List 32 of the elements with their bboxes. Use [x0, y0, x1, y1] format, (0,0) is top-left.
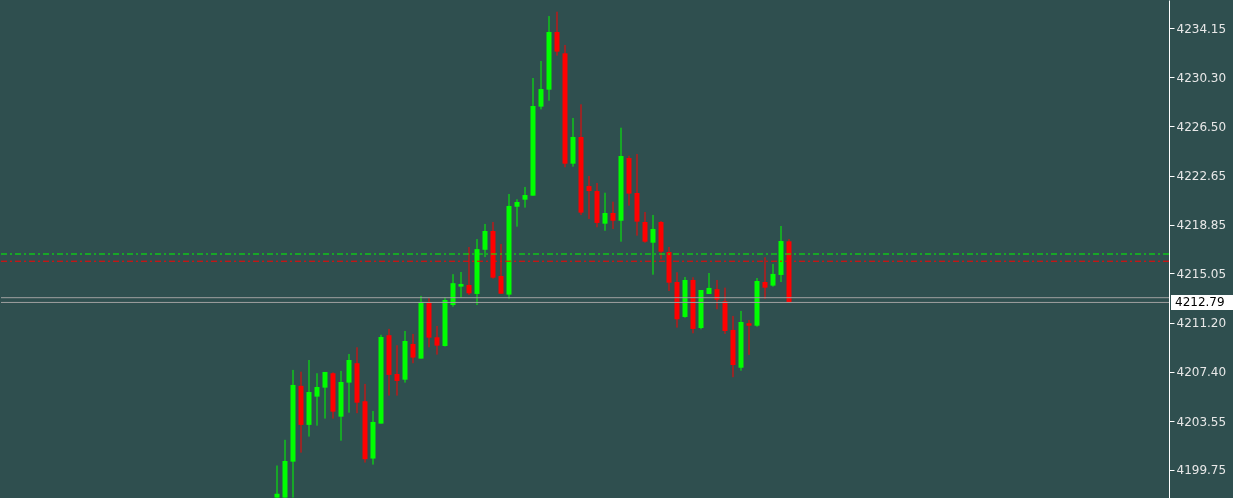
- candlestick: [434, 325, 440, 356]
- candlestick: [770, 263, 776, 288]
- candlestick: [586, 175, 592, 220]
- y-tick-label: 4207.40: [1176, 365, 1227, 380]
- candlestick: [642, 211, 648, 244]
- candlestick: [522, 186, 528, 209]
- y-tick-label: 4203.55: [1176, 414, 1227, 429]
- candlestick: [554, 11, 560, 57]
- candlestick: [714, 279, 720, 310]
- candlestick: [746, 319, 752, 356]
- y-tick-label: 4218.85: [1176, 218, 1227, 233]
- candlestick: [602, 192, 608, 232]
- y-tick-label: 4199.75: [1176, 463, 1227, 478]
- candlestick: [450, 273, 456, 308]
- candlestick: [274, 464, 280, 498]
- y-tick-label: 4234.15: [1176, 21, 1227, 36]
- candlestick: [346, 353, 352, 414]
- y-tick-label: 4211.20: [1176, 316, 1227, 331]
- y-tick-label: 4226.50: [1176, 119, 1227, 134]
- candlestick: [706, 272, 712, 295]
- candlestick: [410, 333, 416, 364]
- y-tick-label: 4230.30: [1176, 70, 1227, 85]
- candlestick: [322, 371, 328, 420]
- ref-line-label: 4212.79: [1175, 295, 1225, 310]
- y-tick-label: 4215.05: [1176, 266, 1227, 281]
- candlestick: [394, 344, 400, 397]
- candlestick: [538, 60, 544, 110]
- candlestick: [514, 198, 520, 228]
- y-tick-label: 4222.65: [1176, 169, 1227, 184]
- candlestick: [610, 201, 616, 230]
- candlestick: [458, 271, 464, 299]
- candlestick: [314, 372, 320, 427]
